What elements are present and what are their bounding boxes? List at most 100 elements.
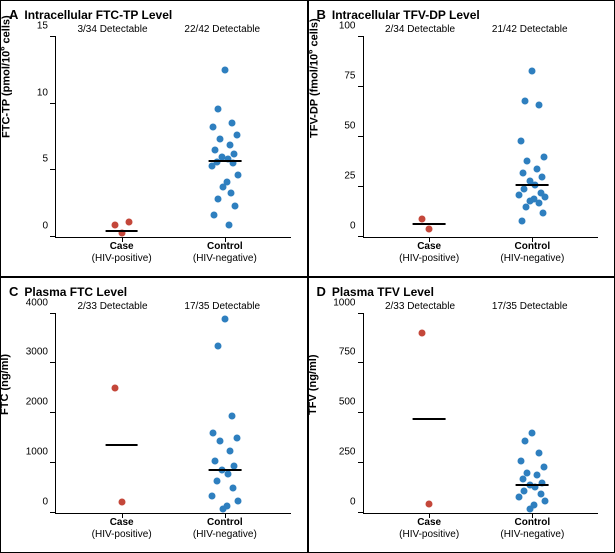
y-axis-label: FTC (ng/ml) <box>0 354 11 415</box>
y-tick-label: 15 <box>37 21 56 32</box>
data-point <box>210 430 217 437</box>
data-point <box>534 472 541 479</box>
y-tick <box>50 169 56 170</box>
plot-area: 051015Case(HIV-positive)Control(HIV-nega… <box>55 37 291 238</box>
data-point <box>536 450 543 457</box>
data-point <box>426 501 433 508</box>
plot-area: 0255075100Case(HIV-positive)Control(HIV-… <box>363 37 599 238</box>
data-point <box>234 172 241 179</box>
y-tick-label: 25 <box>344 170 363 181</box>
data-point <box>228 189 235 196</box>
detectable-case: 2/34 Detectable <box>385 24 455 35</box>
data-point <box>542 193 549 200</box>
data-point <box>219 506 226 513</box>
y-tick <box>50 362 56 363</box>
data-point <box>228 412 235 419</box>
data-point <box>226 447 233 454</box>
y-tick-label: 1000 <box>26 447 56 458</box>
y-axis-label: TFV (ng/ml) <box>307 354 319 415</box>
median-bar <box>208 160 241 162</box>
data-point <box>522 203 529 210</box>
y-tick <box>50 313 56 314</box>
y-tick-label: 10 <box>37 87 56 98</box>
y-tick <box>358 362 364 363</box>
data-point <box>208 492 215 499</box>
figure-grid: AIntracellular FTC-TP Level3/34 Detectab… <box>0 0 615 553</box>
panel-c: CPlasma FTC Level2/33 Detectable17/35 De… <box>0 277 308 553</box>
detectable-case: 2/33 Detectable <box>77 301 147 312</box>
data-point <box>215 196 222 203</box>
data-point <box>213 477 220 484</box>
data-point <box>111 385 118 392</box>
y-tick <box>358 412 364 413</box>
plot-area: 01000200030004000Case(HIV-positive)Contr… <box>55 314 291 515</box>
data-point <box>529 430 536 437</box>
data-point <box>212 147 219 154</box>
x-category-label-case: Case(HIV-positive) <box>399 237 459 265</box>
y-tick-label: 0 <box>42 497 56 508</box>
data-point <box>211 212 218 219</box>
y-tick <box>50 512 56 513</box>
median-bar <box>208 469 241 471</box>
median-bar <box>516 484 549 486</box>
panel-letter: D <box>317 284 326 299</box>
data-point <box>419 215 426 222</box>
data-point <box>118 498 125 505</box>
x-category-label-case: Case(HIV-positive) <box>92 513 152 541</box>
median-bar <box>105 444 138 446</box>
data-point <box>535 199 542 206</box>
x-category-label-control: Control(HIV-negative) <box>500 237 564 265</box>
data-point <box>233 132 240 139</box>
data-point <box>518 217 525 224</box>
median-bar <box>516 184 549 186</box>
y-tick-label: 0 <box>42 220 56 231</box>
y-tick <box>358 512 364 513</box>
data-point <box>208 163 215 170</box>
data-point <box>522 438 529 445</box>
y-tick <box>358 36 364 37</box>
y-tick-label: 1000 <box>333 297 363 308</box>
data-point <box>221 315 228 322</box>
panel-a: AIntracellular FTC-TP Level3/34 Detectab… <box>0 0 308 277</box>
data-point <box>541 464 548 471</box>
data-point <box>529 67 536 74</box>
y-tick <box>358 186 364 187</box>
data-point <box>212 457 219 464</box>
x-category-label-case: Case(HIV-positive) <box>92 237 152 265</box>
y-tick <box>50 462 56 463</box>
data-point <box>517 137 524 144</box>
data-point <box>216 136 223 143</box>
data-point <box>226 141 233 148</box>
data-point <box>234 497 241 504</box>
y-tick-label: 5 <box>42 154 56 165</box>
detectable-control: 22/42 Detectable <box>184 24 260 35</box>
data-point <box>538 173 545 180</box>
detectable-control: 17/35 Detectable <box>492 301 568 312</box>
data-point <box>111 221 118 228</box>
y-tick-label: 75 <box>344 70 363 81</box>
plot-area: 02505007501000Case(HIV-positive)Control(… <box>363 314 599 515</box>
panel-d: DPlasma TFV Level2/33 Detectable17/35 De… <box>308 277 615 553</box>
y-tick-label: 0 <box>350 497 364 508</box>
detectable-case: 3/34 Detectable <box>77 24 147 35</box>
data-point <box>210 124 217 131</box>
data-point <box>231 151 238 158</box>
x-category-label-control: Control(HIV-negative) <box>193 237 257 265</box>
y-axis-label: TFV-DP (fmol/106 cells) <box>305 19 320 139</box>
x-category-label-case: Case(HIV-positive) <box>399 513 459 541</box>
data-point <box>534 165 541 172</box>
data-point <box>214 105 221 112</box>
y-tick <box>358 462 364 463</box>
x-category-label-control: Control(HIV-negative) <box>193 513 257 541</box>
data-point <box>542 498 549 505</box>
y-tick-label: 750 <box>339 347 364 358</box>
y-tick-label: 250 <box>339 447 364 458</box>
y-tick-label: 0 <box>350 220 364 231</box>
data-point <box>519 169 526 176</box>
y-tick-label: 3000 <box>26 347 56 358</box>
data-point <box>419 330 426 337</box>
y-tick-label: 100 <box>339 21 364 32</box>
median-bar <box>105 230 138 232</box>
data-point <box>233 435 240 442</box>
data-point <box>537 491 544 498</box>
